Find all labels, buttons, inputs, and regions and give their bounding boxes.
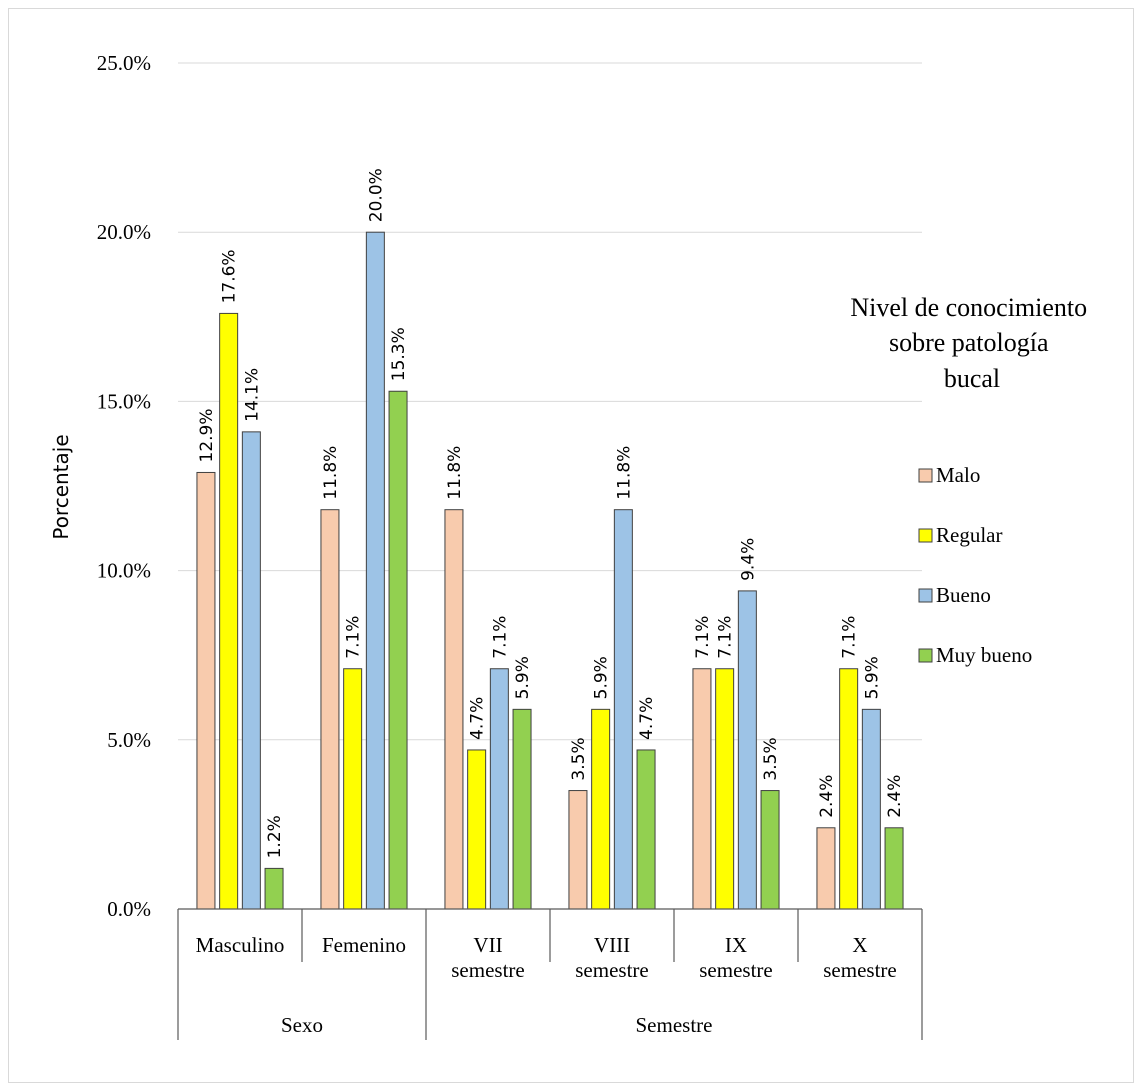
x-tick-label: Masculino — [196, 933, 285, 957]
y-tick-label: 5.0% — [107, 728, 151, 752]
bar-bueno — [241, 431, 261, 910]
bar-malo — [320, 509, 340, 910]
x-tick-label: Femenino — [322, 933, 406, 957]
x-tick-label: IX semestre — [699, 933, 772, 982]
bar-regular — [219, 312, 239, 910]
bar-malo — [692, 668, 712, 910]
legend-swatch — [918, 588, 933, 603]
data-label: 7.1% — [716, 616, 736, 659]
data-label: 5.9% — [592, 656, 612, 699]
legend-swatch — [918, 528, 933, 543]
data-label: 4.7% — [637, 697, 657, 740]
bar-muy-bueno — [884, 827, 904, 910]
bar-muy-bueno — [264, 867, 284, 910]
legend-title: Nivel de conocimiento sobre patología bu… — [850, 293, 1093, 393]
bar-muy-bueno — [760, 790, 780, 910]
x-tick-label: VIII semestre — [575, 933, 648, 982]
data-label: 7.1% — [693, 616, 713, 659]
y-tick-label: 0.0% — [107, 897, 151, 921]
legend-title-line-3: bucal — [944, 364, 1000, 393]
data-label: 2.4% — [817, 775, 837, 818]
bar-bueno — [737, 590, 757, 910]
legend-title-line-1: Nivel de conocimiento — [850, 293, 1087, 322]
bar-malo — [568, 790, 588, 910]
y-tick-label: 15.0% — [97, 389, 151, 413]
x-group-label: Sexo — [281, 1013, 323, 1037]
data-label: 14.1% — [242, 368, 262, 422]
bar-malo — [444, 509, 464, 910]
legend-label: Malo — [936, 463, 980, 487]
bar-bueno — [613, 509, 633, 910]
bar-muy-bueno — [512, 708, 532, 910]
data-label: 1.2% — [265, 815, 285, 858]
data-label: 5.9% — [862, 656, 882, 699]
data-label: 17.6% — [220, 249, 240, 303]
bar-regular — [343, 668, 363, 910]
data-labels: 12.9% 17.6% 14.1% 1.2% 11.8% 7.1% 20.0% 15.3% 11… — [197, 168, 905, 858]
data-label: 11.8% — [321, 446, 341, 500]
legend-label: Regular — [936, 523, 1002, 547]
bar-bueno — [861, 708, 881, 910]
bar-regular — [467, 749, 487, 910]
data-label: 7.1% — [344, 616, 364, 659]
legend-label: Bueno — [936, 583, 991, 607]
y-tick-label: 10.0% — [97, 559, 151, 583]
y-tick-label: 20.0% — [97, 220, 151, 244]
legend-swatch — [918, 468, 933, 483]
data-label: 7.1% — [840, 616, 860, 659]
data-label: 12.9% — [197, 408, 217, 462]
data-label: 11.8% — [614, 446, 634, 500]
data-label: 20.0% — [366, 168, 386, 222]
data-label: 5.9% — [513, 656, 533, 699]
data-label: 4.7% — [468, 697, 488, 740]
data-label: 3.5% — [761, 737, 781, 780]
bar-regular — [591, 708, 611, 910]
x-axis: Masculino Femenino VII semestre VIII semestre… — [177, 908, 923, 1040]
x-group-label: Semestre — [636, 1013, 713, 1037]
chart-frame — [8, 8, 1134, 1083]
data-label: 15.3% — [389, 327, 409, 381]
y-axis-label: Porcentaje — [49, 434, 73, 539]
data-label: 3.5% — [569, 737, 589, 780]
data-label: 9.4% — [738, 538, 758, 581]
legend-label: Muy bueno — [936, 643, 1032, 667]
bar-malo — [816, 827, 836, 910]
bar-muy-bueno — [388, 390, 408, 910]
legend: Nivel de conocimiento sobre patología bu… — [850, 293, 1093, 667]
data-label: 7.1% — [490, 616, 510, 659]
bars — [196, 231, 904, 910]
y-axis-ticks: 0.0% 5.0% 10.0% 15.0% 20.0% 25.0% — [97, 51, 151, 921]
bar-muy-bueno — [636, 749, 656, 910]
y-tick-label: 25.0% — [97, 51, 151, 75]
legend-title-line-2: sobre patología — [889, 328, 1049, 357]
bar-bueno — [489, 668, 509, 910]
gridlines — [178, 62, 922, 741]
data-label: 2.4% — [885, 775, 905, 818]
bar-malo — [196, 471, 216, 910]
data-label: 11.8% — [445, 446, 465, 500]
x-tick-label: VII semestre — [451, 933, 524, 982]
bar-bueno — [365, 231, 385, 910]
legend-swatch — [918, 648, 933, 663]
bar-regular — [715, 668, 735, 910]
bar-regular — [839, 668, 859, 910]
